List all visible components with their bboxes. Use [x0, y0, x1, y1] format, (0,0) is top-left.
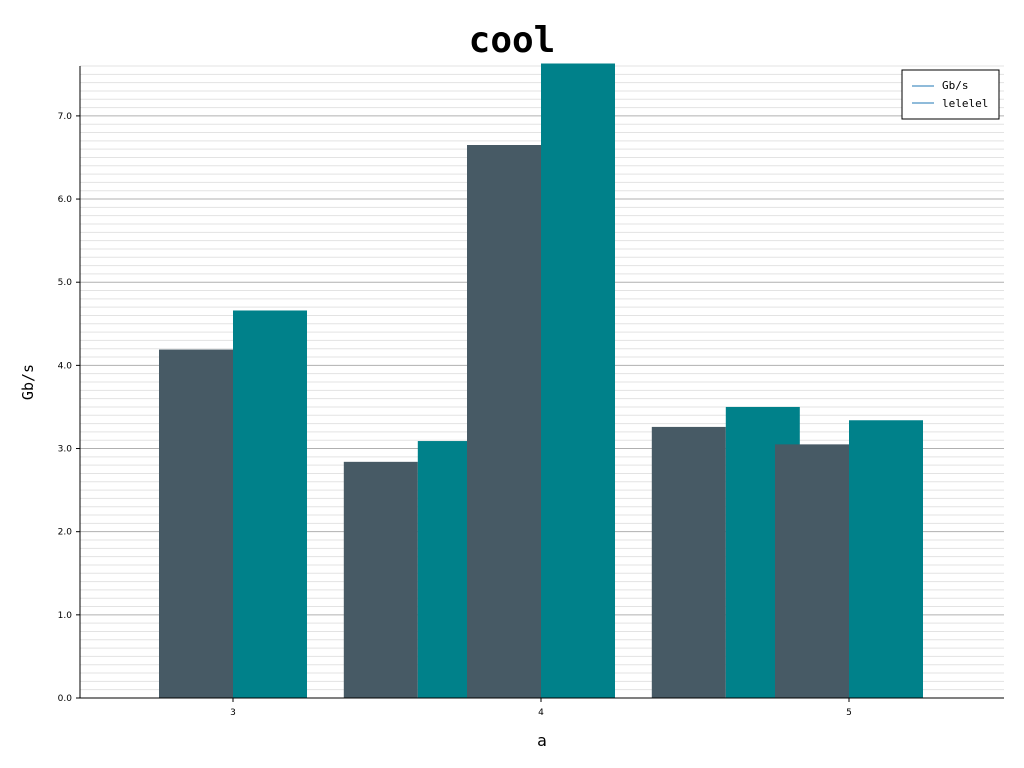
bar-gb-s [159, 349, 233, 698]
y-ticks: 0.0 1.0 2.0 3.0 4.0 5.0 6.0 7.0 [58, 112, 80, 704]
y-tick-label: 2.0 [58, 528, 73, 538]
y-tick-label: 0.0 [58, 694, 73, 704]
bar-lelelel [233, 310, 307, 698]
legend: Gb/s lelelel [901, 69, 1000, 120]
legend-label-gbps: Gb/s [942, 79, 969, 92]
y-tick-label: 5.0 [58, 278, 73, 288]
x-axis-label: a [537, 731, 547, 750]
bars-group [159, 63, 923, 699]
axes [79, 66, 1004, 699]
legend-label-lelelel: lelelel [942, 97, 988, 110]
x-tick-label: 4 [538, 708, 544, 718]
x-tick-label: 5 [846, 708, 852, 718]
bar-gb-s [775, 444, 849, 698]
x-tick-label: 3 [230, 708, 236, 718]
y-tick-label: 3.0 [58, 445, 73, 455]
bar-gb-s [651, 426, 726, 698]
x-ticks: 3 4 5 [230, 698, 852, 718]
bar-gb-s [343, 461, 418, 698]
bar-lelelel [541, 63, 615, 699]
y-tick-label: 1.0 [58, 611, 73, 621]
bar-lelelel [849, 420, 923, 698]
legend-box [901, 69, 1000, 120]
bar-gb-s [467, 145, 541, 698]
y-tick-label: 4.0 [58, 361, 73, 371]
y-tick-label: 7.0 [58, 112, 73, 122]
chart-title: cool [469, 20, 556, 61]
y-tick-label: 6.0 [58, 195, 73, 205]
y-axis-label: Gb/s [19, 364, 37, 400]
